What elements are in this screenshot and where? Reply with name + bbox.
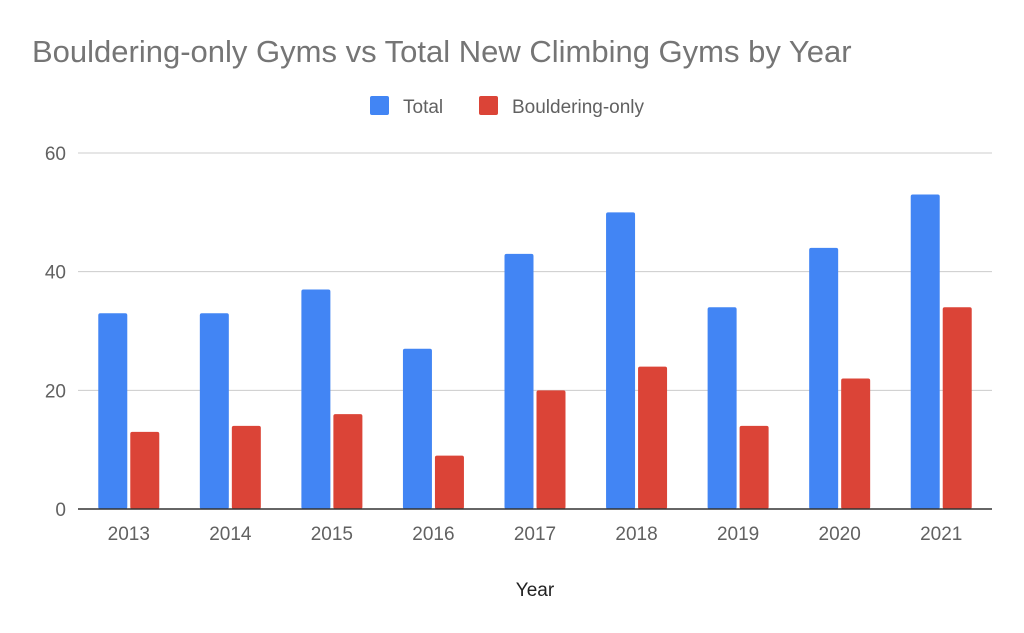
- bar-bouldering-only: [231, 425, 261, 509]
- x-tick-label: 2015: [311, 524, 353, 545]
- legend-swatch-bouldering: [479, 96, 498, 115]
- bar-bouldering-only: [942, 307, 972, 509]
- x-axis-ticks: 2013 2014 2015 2016 2017 2018 2019 2020 2021: [108, 524, 963, 545]
- bar-bouldering-only: [739, 425, 769, 509]
- bar-total: [606, 212, 636, 510]
- legend-label-bouldering: Bouldering-only: [512, 97, 645, 118]
- x-tick-label: 2014: [209, 524, 252, 545]
- y-tick-label: 40: [45, 263, 66, 284]
- y-tick-label: 0: [55, 500, 66, 521]
- bar-total: [707, 307, 737, 509]
- bar-bouldering-only: [841, 378, 871, 509]
- y-tick-label: 20: [45, 381, 66, 402]
- legend-label-total: Total: [403, 97, 443, 118]
- x-tick-label: 2013: [108, 524, 150, 545]
- bar-total: [199, 313, 229, 509]
- bar-total: [910, 194, 940, 510]
- bar-bouldering-only: [638, 366, 668, 509]
- x-axis-title: Year: [516, 580, 555, 601]
- bar-total: [809, 247, 839, 509]
- legend-swatch-total: [370, 96, 389, 115]
- x-tick-label: 2018: [615, 524, 657, 545]
- bar-total: [402, 348, 432, 509]
- bar-total: [98, 313, 128, 509]
- x-tick-label: 2021: [920, 524, 962, 545]
- y-tick-label: 60: [45, 144, 66, 165]
- bar-total: [301, 289, 331, 509]
- y-axis-ticks: 0 20 40 60: [45, 144, 66, 521]
- x-tick-label: 2017: [514, 524, 556, 545]
- bar-bouldering-only: [536, 390, 566, 509]
- bar-bouldering-only: [434, 455, 464, 509]
- legend: Total Bouldering-only: [370, 96, 645, 118]
- x-tick-label: 2020: [819, 524, 861, 545]
- bars: [98, 194, 972, 510]
- x-tick-label: 2016: [412, 524, 454, 545]
- bar-bouldering-only: [130, 431, 160, 509]
- x-tick-label: 2019: [717, 524, 759, 545]
- chart-title: Bouldering-only Gyms vs Total New Climbi…: [32, 34, 852, 69]
- gridlines: [78, 152, 992, 391]
- bar-total: [504, 253, 534, 509]
- bar-bouldering-only: [333, 414, 363, 509]
